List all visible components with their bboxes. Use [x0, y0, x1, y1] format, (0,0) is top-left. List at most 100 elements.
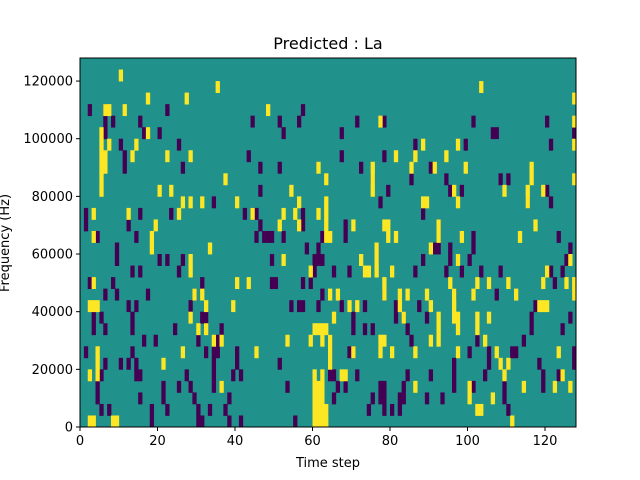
- heatmap-cell-high: [180, 346, 186, 359]
- heatmap-cell-high: [432, 161, 437, 174]
- heatmap-cell-low: [254, 230, 259, 243]
- heatmap-cell-low: [103, 288, 108, 301]
- heatmap-cell-high: [312, 403, 317, 416]
- heatmap-cell-high: [560, 369, 565, 382]
- y-tick-label: 20000: [32, 363, 73, 378]
- heatmap-cell-high: [537, 300, 542, 313]
- heatmap-cell-low: [409, 334, 414, 347]
- heatmap-cell-low: [99, 311, 104, 324]
- heatmap-cell-high: [215, 81, 220, 93]
- heatmap-cell-high: [316, 403, 321, 416]
- heatmap-cell-high: [223, 173, 228, 186]
- heatmap-cell-low: [378, 380, 383, 393]
- heatmap-cell-low: [529, 323, 534, 336]
- heatmap-cell-low: [467, 254, 472, 266]
- heatmap-cell-high: [490, 392, 496, 405]
- heatmap-cell-high: [211, 334, 217, 347]
- heatmap-cell-low: [498, 265, 503, 278]
- heatmap-cell-low: [572, 346, 577, 359]
- heatmap-cell-low: [211, 369, 217, 382]
- heatmap-cell-high: [95, 346, 100, 359]
- heatmap-cell-low: [467, 346, 472, 359]
- heatmap-cell-high: [436, 230, 441, 243]
- heatmap-cell-high: [134, 138, 139, 151]
- heatmap-cell-low: [304, 242, 310, 255]
- heatmap-cell-low: [200, 311, 205, 324]
- heatmap-cell-low: [343, 219, 348, 232]
- x-axis-title: Time step: [295, 456, 360, 471]
- heatmap-cell-high: [161, 357, 166, 370]
- heatmap-cell-low: [506, 403, 511, 416]
- heatmap-cell-high: [188, 150, 193, 163]
- heatmap-cell-high: [506, 357, 511, 370]
- heatmap-cell-low: [215, 334, 220, 347]
- heatmap-cell-low: [448, 242, 453, 255]
- heatmap-cell-high: [91, 207, 96, 220]
- heatmap-cell-high: [312, 415, 317, 428]
- heatmap-cell-low: [548, 196, 554, 209]
- heatmap-cell-high: [324, 230, 329, 243]
- heatmap-cell-low: [219, 323, 224, 336]
- heatmap-cell-high: [320, 392, 325, 405]
- heatmap-cell-high: [556, 346, 561, 359]
- heatmap-cell-low: [138, 265, 143, 278]
- heatmap-cell-low: [300, 207, 306, 220]
- heatmap-cell-high: [382, 219, 387, 232]
- heatmap-cell-high: [366, 265, 372, 278]
- x-tick-label: 40: [227, 434, 244, 449]
- heatmap-cell-high: [297, 196, 302, 209]
- heatmap-cell-high: [324, 219, 329, 232]
- heatmap-cell-low: [320, 230, 325, 243]
- heatmap-cell-high: [343, 369, 348, 382]
- heatmap-cell-high: [285, 334, 290, 347]
- heatmap-cell-high: [328, 357, 333, 370]
- heatmap-cell-high: [525, 184, 530, 197]
- heatmap-cell-low: [370, 323, 375, 336]
- heatmap-cell-high: [149, 230, 155, 243]
- heatmap-cell-low: [401, 392, 406, 405]
- heatmap-cell-low: [471, 380, 476, 393]
- heatmap-cell-low: [355, 369, 360, 382]
- heatmap-cell-low: [103, 357, 108, 370]
- heatmap-cell-high: [184, 92, 189, 105]
- heatmap-cell-low: [176, 380, 182, 393]
- y-axis: 0 20000 40000 60000 80000 100000 120000: [23, 75, 80, 436]
- y-tick-label: 0: [65, 421, 73, 436]
- heatmap-cell-low: [269, 230, 275, 243]
- heatmap-cell-low: [134, 300, 139, 313]
- heatmap-cell-low: [95, 392, 100, 405]
- heatmap-cell-high: [568, 380, 573, 393]
- heatmap-cell-low: [448, 184, 453, 197]
- heatmap-cell-high: [87, 300, 93, 313]
- heatmap-cell-low: [126, 357, 131, 370]
- heatmap-cell-high: [378, 115, 383, 128]
- heatmap-cell-low: [145, 288, 151, 301]
- heatmap-cell-high: [506, 277, 511, 290]
- heatmap-cell-low: [316, 254, 321, 266]
- heatmap-cell-high: [308, 334, 313, 347]
- heatmap-cell-high: [157, 184, 162, 197]
- heatmap-cell-low: [471, 242, 476, 255]
- heatmap-cell-high: [421, 138, 426, 151]
- heatmap-cell-low: [211, 357, 217, 370]
- heatmap-cell-high: [320, 403, 325, 416]
- heatmap-cell-high: [231, 300, 236, 313]
- heatmap-cell-low: [165, 104, 170, 117]
- heatmap-cell-high: [91, 415, 96, 428]
- heatmap-cell-high: [281, 207, 286, 220]
- heatmap-cell-low: [196, 403, 201, 416]
- heatmap-cell-low: [452, 369, 457, 382]
- heatmap-cell-low: [486, 346, 492, 359]
- heatmap-cell-high: [475, 311, 480, 324]
- heatmap-cell-low: [335, 380, 341, 393]
- heatmap-cell-high: [328, 288, 333, 301]
- heatmap-cell-low: [444, 265, 449, 278]
- heatmap-cell-high: [572, 173, 577, 186]
- heatmap-cell-high: [339, 369, 344, 382]
- heatmap-cell-low: [161, 392, 166, 405]
- heatmap-cell-high: [103, 150, 108, 163]
- heatmap-cell-high: [362, 265, 368, 278]
- y-tick-label: 120000: [23, 75, 73, 90]
- heatmap-cell-low: [300, 300, 306, 313]
